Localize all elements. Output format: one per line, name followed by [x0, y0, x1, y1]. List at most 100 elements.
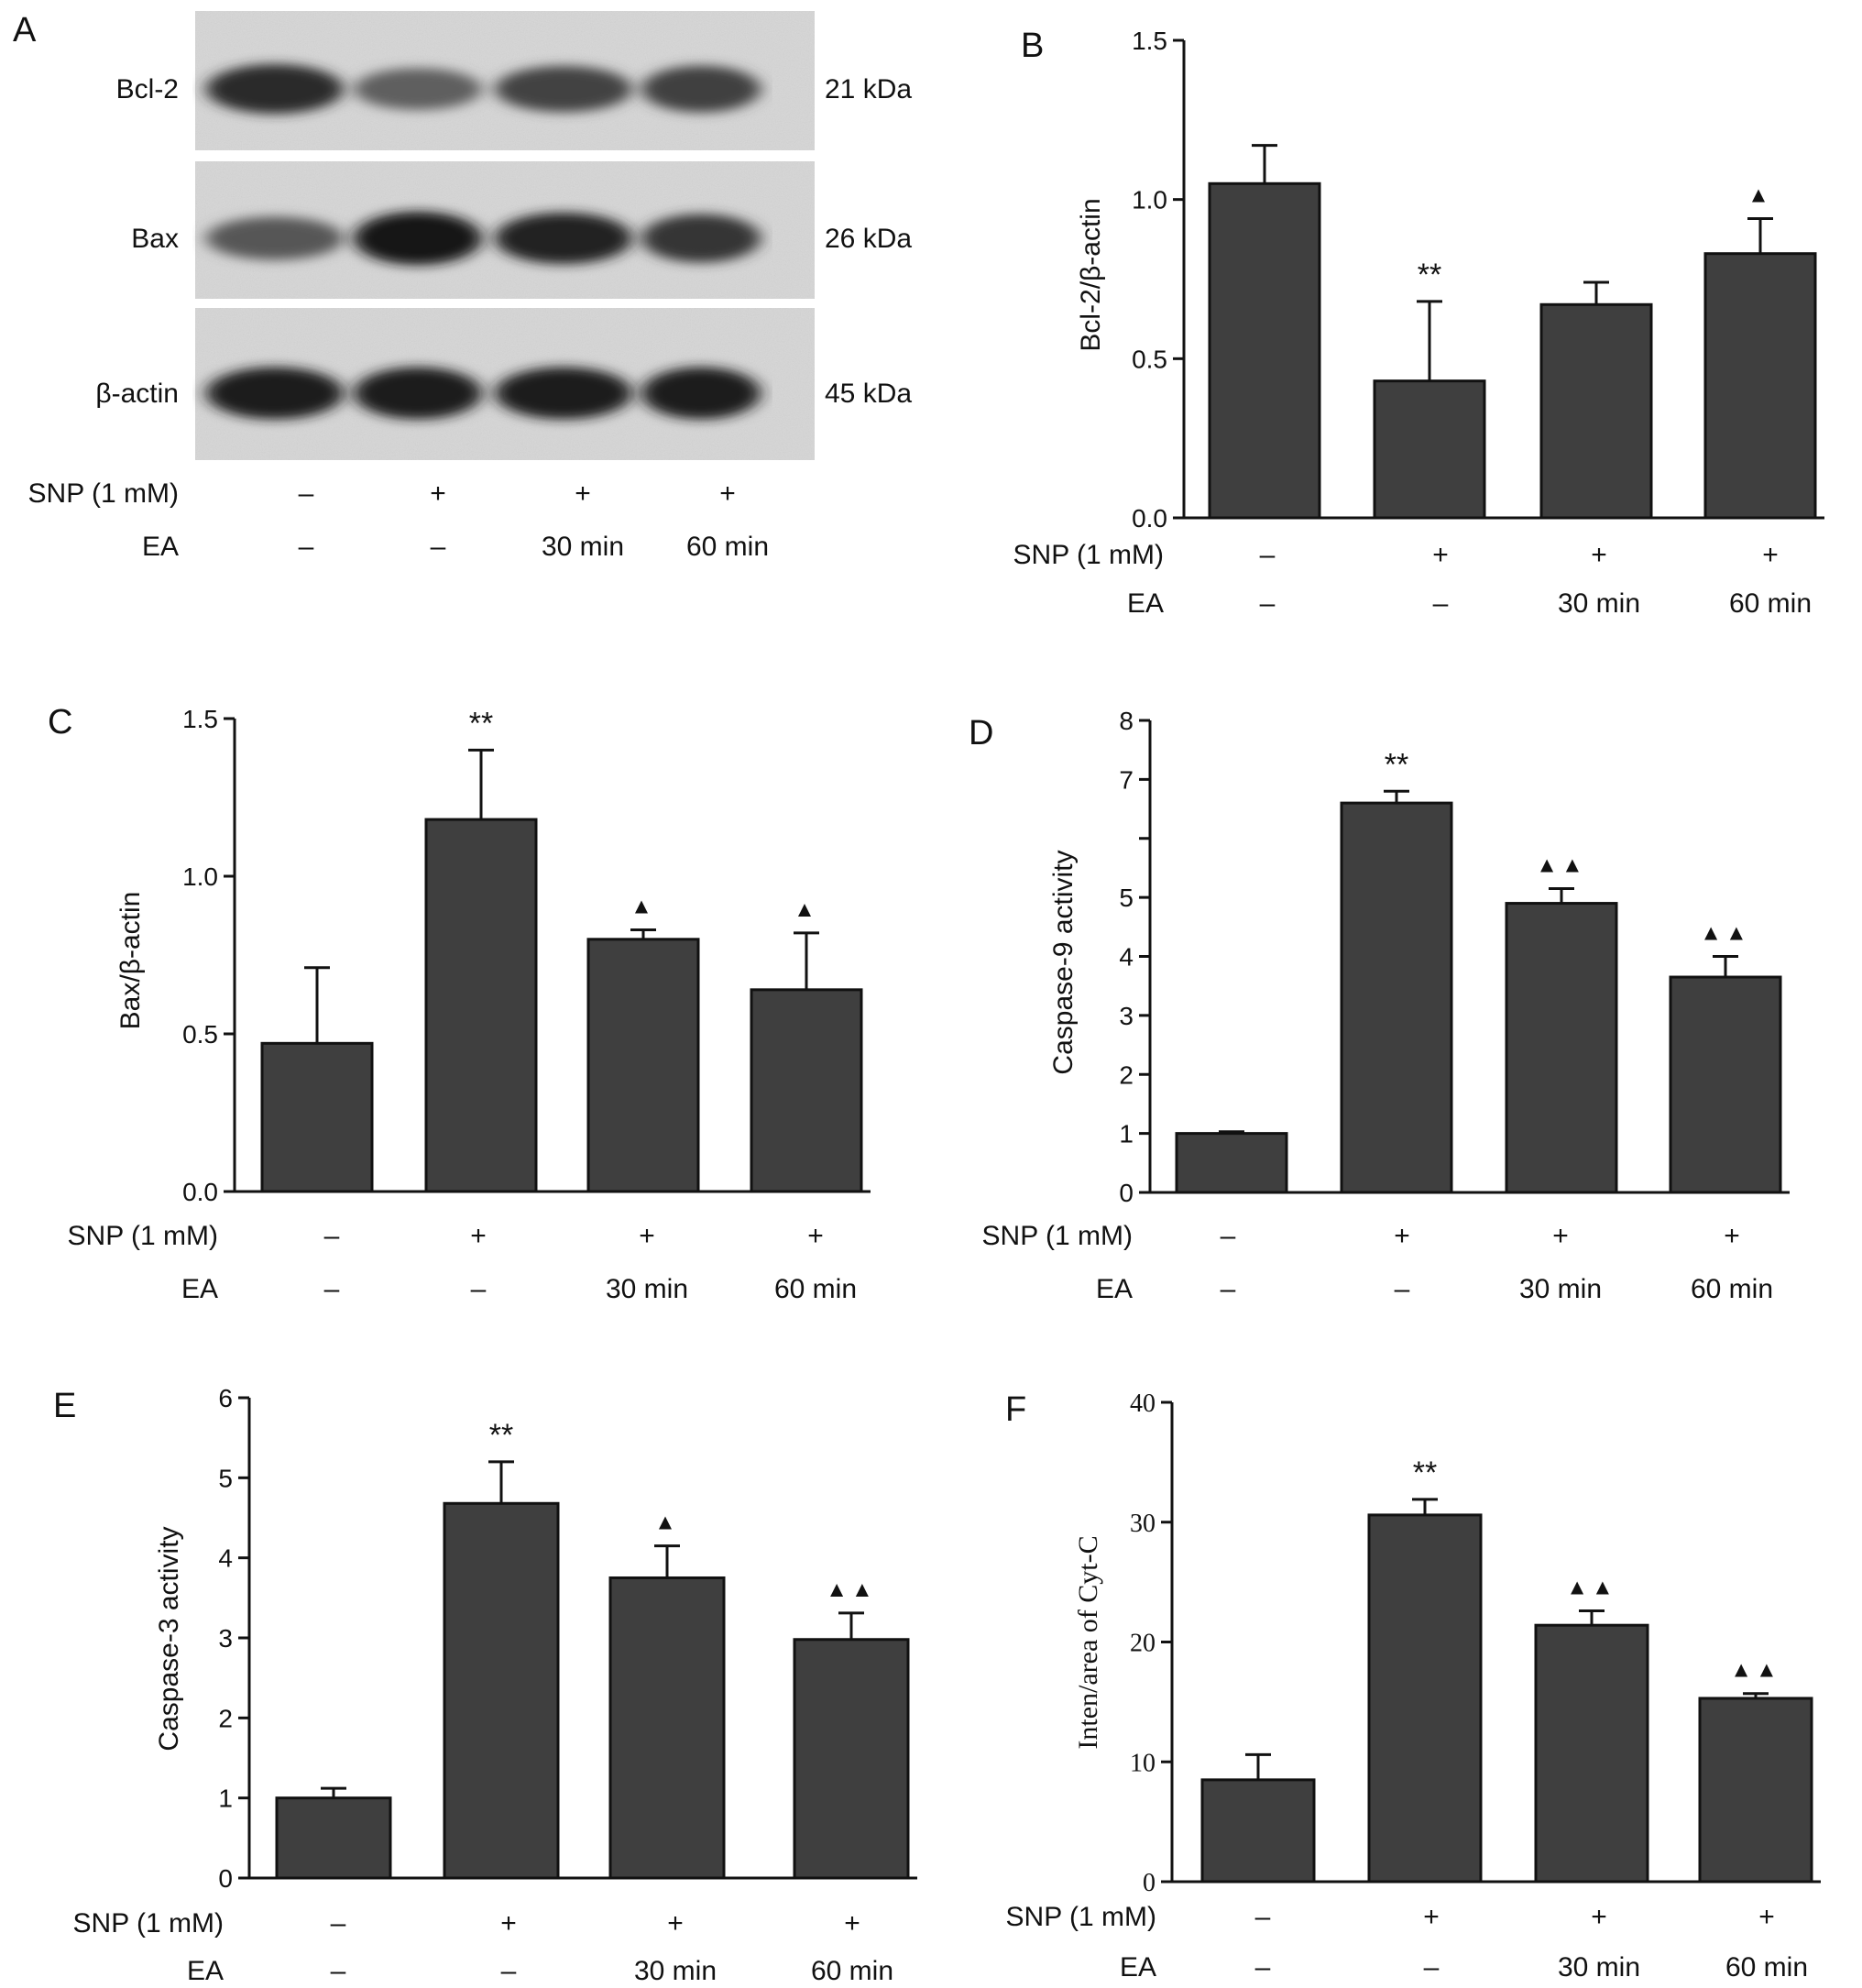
y-tick-label: 1.5 [1132, 27, 1167, 55]
y-tick-label: 2 [1119, 1060, 1134, 1089]
y-axis-label: Bax/β-actin [115, 892, 146, 1030]
snp-treatment: + [1591, 1902, 1607, 1932]
y-tick-label: 8 [1119, 707, 1134, 735]
ea-treatment: – [501, 1956, 517, 1986]
significance-mark: ** [1385, 747, 1408, 782]
bar [443, 1501, 560, 1880]
bar [1200, 1778, 1316, 1884]
ea-treatment: 60 min [1725, 1952, 1808, 1983]
ea-label: EA [181, 1274, 218, 1304]
snp-treatment: + [430, 478, 446, 509]
blot-row-label: Bcl-2 [116, 74, 179, 104]
significance-mark: ▲ [794, 897, 819, 922]
ea-treatment: – [1395, 1274, 1410, 1304]
snp-treatment: – [1260, 540, 1276, 570]
ea-treatment: – [1260, 588, 1276, 619]
ea-treatment: 60 min [774, 1274, 857, 1304]
snp-treatment: + [1591, 540, 1607, 570]
ea-label: EA [1127, 588, 1164, 619]
blot-band [354, 367, 482, 420]
blot-row-label: Bax [131, 224, 179, 254]
bar [1534, 1623, 1649, 1884]
ea-treatment: – [299, 532, 314, 562]
ea-treatment: 30 min [634, 1956, 717, 1986]
y-tick-label: 0.0 [1132, 504, 1167, 533]
panel-letter-c: C [48, 703, 72, 741]
snp-label: SNP (1 mM) [982, 1221, 1133, 1251]
bar [586, 938, 700, 1193]
snp-treatment: + [1758, 1902, 1775, 1932]
blot-band [495, 212, 632, 265]
ea-treatment: – [1424, 1952, 1440, 1983]
significance-mark: ** [1418, 258, 1441, 292]
bar [1208, 181, 1321, 520]
significance-mark: ▲ [630, 894, 656, 918]
snp-label: SNP (1 mM) [68, 1221, 218, 1251]
ea-treatment: 30 min [1558, 1952, 1640, 1983]
y-tick-label: 0.5 [182, 1020, 218, 1049]
ea-treatment: – [471, 1274, 487, 1304]
y-tick-label: 3 [218, 1624, 233, 1653]
ea-treatment: 60 min [1729, 588, 1812, 619]
y-axis-label: Caspase-3 activity [154, 1526, 184, 1751]
ea-treatment: 60 min [811, 1956, 893, 1986]
y-tick-label: 1 [1119, 1120, 1134, 1148]
snp-treatment: + [1423, 1902, 1440, 1932]
snp-treatment: + [500, 1908, 517, 1939]
y-tick-label: 0.5 [1132, 345, 1167, 373]
bar [275, 1796, 392, 1880]
snp-treatment: + [1432, 540, 1449, 570]
snp-treatment: – [324, 1221, 340, 1251]
ea-treatment: – [1255, 1952, 1271, 1983]
y-tick-label: 5 [218, 1464, 233, 1492]
ea-label: EA [187, 1956, 224, 1986]
bar [1373, 379, 1486, 520]
y-tick-label: 5 [1119, 884, 1134, 912]
ea-treatment: – [331, 1956, 346, 1986]
blot-band [354, 211, 482, 266]
significance-mark: ▲▲ [1536, 852, 1587, 877]
snp-treatment: – [1255, 1902, 1271, 1932]
snp-treatment: + [844, 1908, 860, 1939]
chart-panel-b: 0.0 0.5 1.0 1.5 Bcl-2/β-actin ** ▲ SNP (1 mM) EA… [1013, 27, 1824, 619]
blot-size-label: 45 kDa [825, 379, 912, 409]
snp-treatment: + [639, 1221, 655, 1251]
ea-treatment: – [324, 1274, 340, 1304]
ea-treatment: 30 min [1558, 588, 1640, 619]
bar [1703, 252, 1817, 520]
ea-treatment: 60 min [686, 532, 769, 562]
blot-size-label: 21 kDa [825, 74, 912, 104]
ea-treatment: – [1221, 1274, 1236, 1304]
blot-band [206, 216, 344, 260]
y-axis-label: Bcl-2/β-actin [1076, 198, 1106, 351]
panel-letter-a: A [13, 11, 37, 49]
blot-band [495, 367, 632, 420]
chart-panel-c: 0.0 0.5 1.0 1.5 Bax/β-actin ** ▲ ▲ SNP (1 mM) EA –… [68, 705, 871, 1304]
chart-panel-f: 0 10 20 30 40 Inten/area of Cyt-C ** ▲▲ ▲▲ SNP (1… [1006, 1389, 1821, 1983]
snp-treatment: + [470, 1221, 487, 1251]
ea-label: EA [1096, 1274, 1133, 1304]
bar [1505, 902, 1618, 1194]
snp-treatment: + [667, 1908, 684, 1939]
ea-label: EA [1120, 1952, 1156, 1983]
chart-panel-d: 0 1 2 3 4 5 7 8 Caspase-9 activity ** ▲▲ ▲▲ SNP (1 m… [982, 707, 1790, 1304]
significance-mark: ** [489, 1418, 513, 1453]
significance-mark: ▲ [1747, 183, 1773, 208]
y-tick-label: 20 [1130, 1630, 1156, 1658]
ea-treatment: 60 min [1691, 1274, 1773, 1304]
ea-treatment: 30 min [606, 1274, 688, 1304]
bar [1539, 302, 1653, 520]
snp-treatment: + [1552, 1221, 1569, 1251]
bar [1698, 1697, 1813, 1884]
y-tick-label: 1.5 [182, 705, 218, 733]
significance-mark: ▲▲ [826, 1577, 877, 1602]
snp-treatment: + [575, 478, 591, 509]
bar [424, 818, 538, 1193]
y-tick-label: 0 [1119, 1179, 1134, 1207]
panel-letter-b: B [1021, 27, 1044, 65]
y-tick-label: 1.0 [1132, 186, 1167, 214]
bar [1340, 801, 1453, 1194]
y-tick-label: 10 [1130, 1749, 1156, 1777]
blot-band [354, 68, 482, 110]
significance-mark: ▲ [654, 1510, 680, 1535]
